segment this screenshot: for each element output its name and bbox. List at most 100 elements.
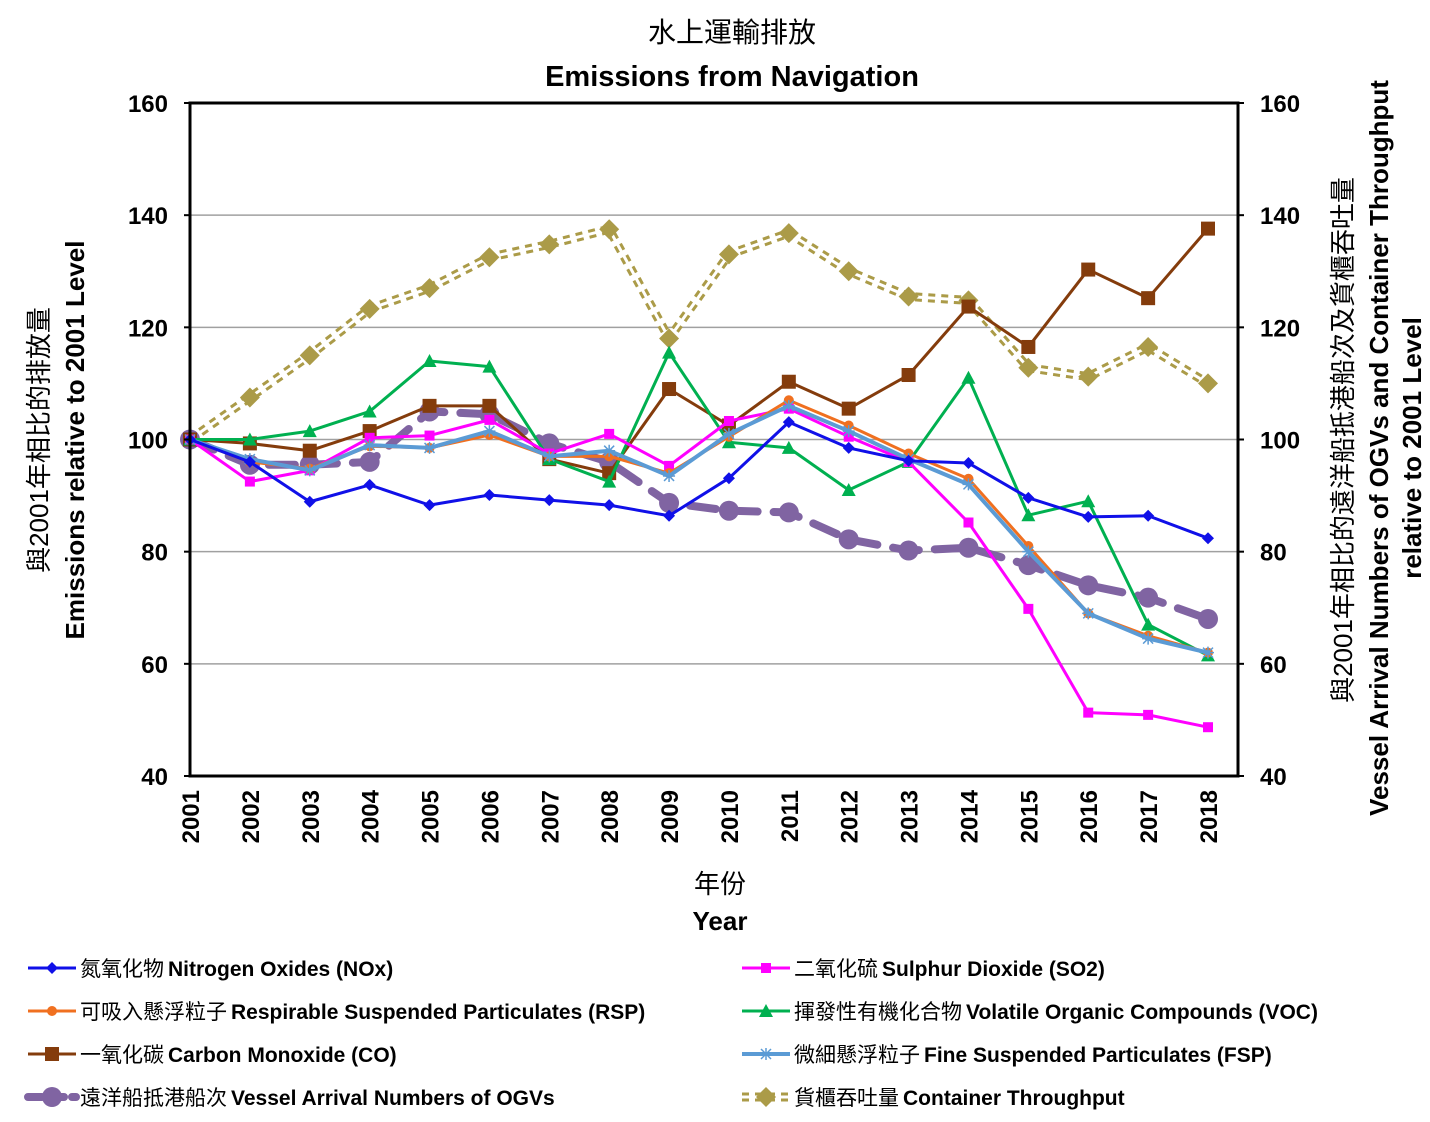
data-point (303, 464, 316, 477)
data-point (663, 469, 676, 482)
y-tick-label: 100 (128, 428, 168, 455)
legend-item: 可吸入懸浮粒子 Respirable Suspended Particulates… (28, 1001, 645, 1024)
data-point (243, 455, 256, 468)
legend-item: 氮氧化物 Nitrogen Oxides (NOx) (28, 958, 393, 981)
series-container-throughput (180, 219, 1218, 450)
data-point (663, 509, 676, 522)
y2-axis-label-zh: 與2001年相比的遠洋船抵港船次及貨櫃吞吐量 (1328, 177, 1358, 703)
data-point (842, 441, 855, 454)
x-tick-label: 2002 (238, 790, 265, 843)
legend-label-en: Sulphur Dioxide (SO2) (882, 958, 1105, 981)
data-point (778, 502, 799, 523)
data-point (362, 404, 377, 418)
legend-label: 遠洋船抵港船次 Vessel Arrival Numbers of OGVs (80, 1087, 555, 1110)
legend-marker (46, 962, 58, 974)
data-point (602, 474, 617, 488)
y2-tick-label: 100 (1260, 428, 1300, 455)
data-point (1018, 357, 1039, 378)
data-point (1202, 532, 1214, 545)
data-point (902, 454, 915, 467)
data-point (841, 401, 856, 416)
data-point (841, 482, 856, 496)
data-point (961, 299, 976, 314)
data-point (419, 278, 440, 299)
y-tick-label: 60 (141, 652, 168, 679)
legend-label-en: Carbon Monoxide (CO) (168, 1044, 397, 1067)
data-point (1141, 617, 1156, 631)
data-point (604, 428, 615, 439)
data-point (778, 223, 799, 244)
data-point (244, 476, 255, 487)
data-point (1201, 221, 1215, 236)
series-vessel-arrival-numbers-of-ogvs (180, 401, 1218, 629)
data-point (1021, 339, 1036, 354)
legend-item: 遠洋船抵港船次 Vessel Arrival Numbers of OGVs (24, 1087, 555, 1110)
data-point (543, 494, 556, 507)
legend-label-en: Volatile Organic Compounds (VOC) (966, 1001, 1318, 1024)
series-nitrogen-oxides-nox- (184, 416, 1214, 545)
series-line (189, 403, 1209, 655)
y-axis-label-zh: 與2001年相比的排放量 (24, 307, 54, 573)
legend-marker (42, 1087, 62, 1107)
data-point (781, 440, 796, 454)
data-point (723, 415, 734, 426)
data-point (781, 374, 796, 389)
legend-label: 氮氧化物 Nitrogen Oxides (NOx) (80, 958, 393, 981)
x-axis-label: Year (693, 906, 748, 936)
series-fine-suspended-particulates-fsp- (184, 399, 1214, 659)
data-point (543, 450, 556, 463)
data-point (838, 529, 859, 550)
legend-label-en: Nitrogen Oxides (NOx) (168, 958, 393, 981)
x-tick-label: 2015 (1016, 790, 1043, 843)
series-line (189, 407, 1209, 729)
data-point (363, 439, 376, 452)
legend-label: 二氧化硫 Sulphur Dioxide (SO2) (794, 958, 1105, 981)
y-axis-label: Emissions relative to 2001 Level (60, 241, 90, 640)
data-point (1078, 366, 1099, 387)
legend-label-zh: 微細懸浮粒子 (794, 1044, 920, 1067)
legend-label: 揮發性有機化合物 Volatile Organic Compounds (VOC) (794, 1001, 1318, 1024)
x-tick-label: 2006 (477, 790, 504, 843)
y-tick-label: 80 (141, 540, 168, 567)
x-tick-label: 2018 (1196, 790, 1223, 843)
data-point (662, 345, 677, 359)
data-point (1078, 575, 1099, 596)
data-point (1198, 373, 1218, 394)
data-point (539, 234, 560, 255)
y2-tick-label: 80 (1260, 540, 1287, 567)
data-point (722, 427, 735, 440)
data-point (962, 478, 975, 491)
legend-marker (760, 1048, 772, 1060)
x-axis-ticks: 2001 2002 2003 2004 2005 2006 2007 2008 2009 2010… (178, 789, 1223, 843)
x-tick-label: 2004 (358, 789, 385, 843)
data-point (1202, 646, 1214, 659)
y-tick-label: 40 (141, 764, 168, 791)
data-point (782, 399, 795, 412)
y2-axis-label-line2: relative to 2001 Level (1397, 317, 1427, 579)
y-tick-label: 140 (128, 203, 168, 230)
legend-label-en: Respirable Suspended Particulates (RSP) (231, 1001, 645, 1024)
legend-marker (756, 1087, 776, 1107)
data-point (1141, 291, 1156, 306)
data-point (603, 499, 616, 512)
legend-item: 揮發性有機化合物 Volatile Organic Compounds (VOC) (742, 1001, 1318, 1024)
y2-tick-label: 120 (1260, 315, 1300, 342)
data-point (662, 382, 677, 397)
legend-marker (759, 1004, 773, 1017)
data-point (1138, 336, 1159, 357)
series-lines (180, 219, 1218, 733)
data-point (539, 433, 560, 454)
data-point (1203, 722, 1213, 733)
data-point (1143, 709, 1154, 720)
data-point (363, 478, 376, 491)
data-point (482, 359, 497, 373)
legend: 氮氧化物 Nitrogen Oxides (NOx) 二氧化硫 Sulphur Dio… (24, 958, 1318, 1110)
legend-marker (761, 963, 771, 973)
data-point (898, 286, 919, 307)
legend-label-zh: 可吸入懸浮粒子 (80, 1001, 227, 1024)
legend-label: 一氧化碳 Carbon Monoxide (CO) (80, 1044, 397, 1067)
x-tick-label: 2016 (1076, 790, 1103, 843)
legend-label-zh: 二氧化硫 (794, 958, 878, 981)
y-axis-ticks: 40 40 60 60 80 80 100 100 120 120 140 140 160 160 (128, 91, 1300, 791)
data-point (483, 425, 496, 438)
